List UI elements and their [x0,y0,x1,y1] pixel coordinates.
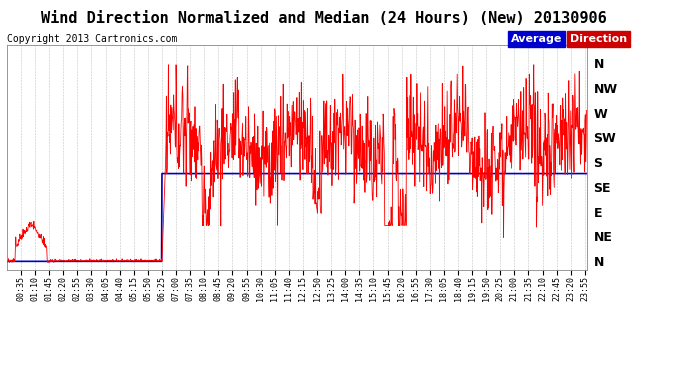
Text: Average: Average [511,34,562,44]
Text: Direction: Direction [570,34,627,44]
Text: NE: NE [593,231,612,244]
Text: N: N [593,256,604,269]
Text: W: W [593,108,607,121]
Text: E: E [593,207,602,220]
Text: Wind Direction Normalized and Median (24 Hours) (New) 20130906: Wind Direction Normalized and Median (24… [41,11,607,26]
Text: Copyright 2013 Cartronics.com: Copyright 2013 Cartronics.com [7,34,177,44]
Text: NW: NW [593,83,618,96]
Text: S: S [593,157,602,170]
Text: SE: SE [593,182,611,195]
Text: SW: SW [593,132,616,146]
Text: N: N [593,58,604,71]
